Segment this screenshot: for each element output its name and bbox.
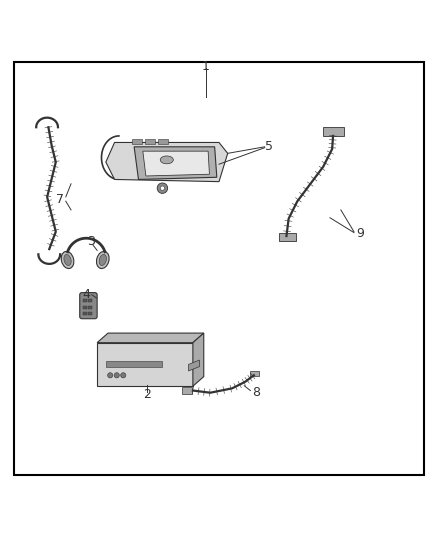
Bar [279, 233, 297, 241]
Bar [83, 299, 87, 302]
Bar [106, 361, 162, 367]
Circle shape [157, 183, 168, 193]
Text: 7: 7 [56, 192, 64, 206]
Text: 4: 4 [82, 288, 90, 301]
Bar [158, 139, 168, 144]
Ellipse shape [61, 252, 74, 269]
Circle shape [160, 186, 165, 190]
Polygon shape [143, 151, 209, 176]
Circle shape [114, 373, 119, 378]
Text: 5: 5 [265, 140, 273, 154]
Polygon shape [97, 333, 204, 343]
Ellipse shape [96, 252, 109, 269]
Ellipse shape [160, 156, 173, 164]
Polygon shape [188, 360, 199, 371]
Bar [251, 370, 259, 376]
Bar [145, 139, 155, 144]
Bar [83, 312, 87, 315]
Text: 1: 1 [202, 60, 210, 73]
Text: 3: 3 [87, 235, 95, 248]
Polygon shape [193, 333, 204, 386]
Circle shape [108, 373, 113, 378]
Ellipse shape [64, 254, 71, 265]
Bar [182, 387, 191, 393]
Bar [323, 127, 344, 136]
Polygon shape [134, 147, 217, 180]
Bar [83, 305, 87, 309]
FancyBboxPatch shape [80, 293, 97, 319]
FancyBboxPatch shape [97, 343, 193, 386]
Polygon shape [106, 142, 228, 182]
Text: 8: 8 [252, 386, 260, 399]
Ellipse shape [99, 254, 106, 265]
Circle shape [120, 373, 126, 378]
Bar [88, 312, 92, 315]
Bar [132, 139, 141, 144]
Text: 9: 9 [357, 228, 364, 240]
Bar [88, 305, 92, 309]
Bar [88, 299, 92, 302]
Text: 2: 2 [143, 389, 151, 401]
